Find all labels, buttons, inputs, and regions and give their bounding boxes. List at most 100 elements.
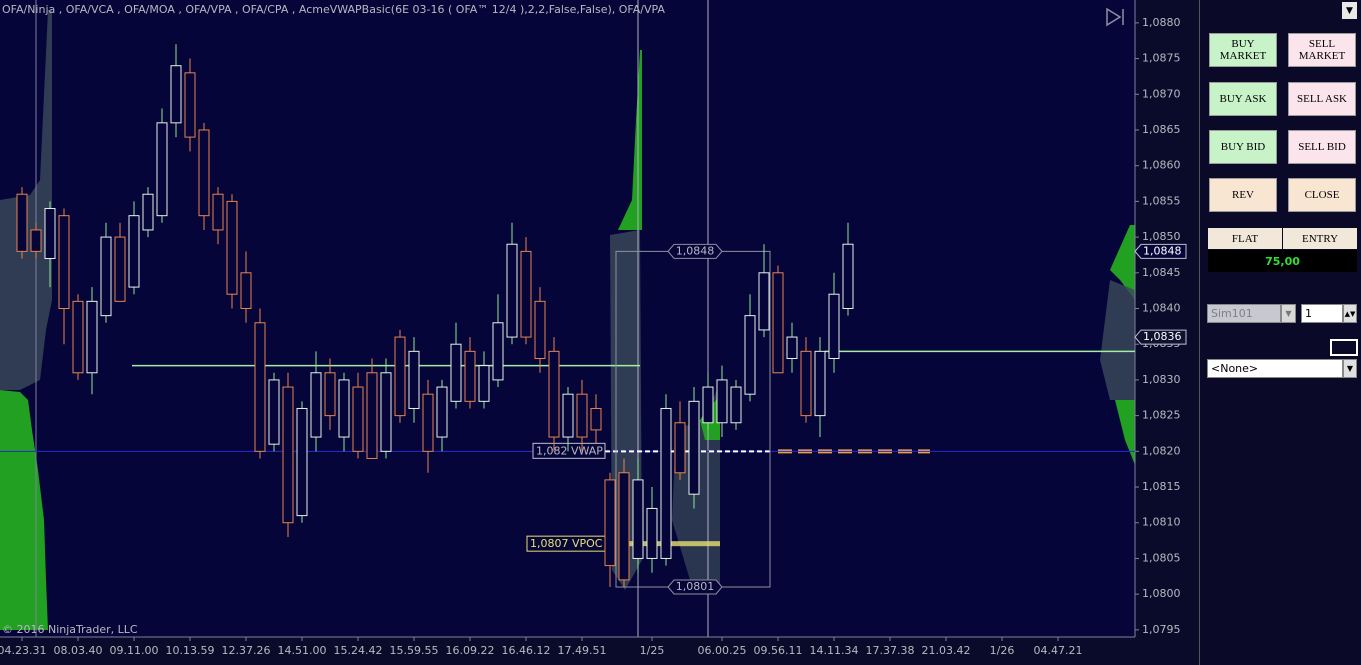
buy-bid-button[interactable]: BUY BID xyxy=(1209,130,1277,164)
range-label-box xyxy=(667,579,723,595)
candle-body xyxy=(72,300,84,374)
candle-body xyxy=(128,215,140,288)
strategy-select[interactable]: <None> xyxy=(1207,359,1343,378)
candle-body xyxy=(562,393,574,438)
candle-body xyxy=(758,272,770,331)
x-tick-label: 1/25 xyxy=(640,644,665,657)
candle-body xyxy=(380,372,392,452)
price-marker-label: 1,0848 xyxy=(1143,244,1182,257)
y-tick-label: 1,0810 xyxy=(1142,516,1181,529)
account-select[interactable]: Sim101 xyxy=(1207,304,1281,323)
candle-body xyxy=(828,293,840,359)
sell-ask-button[interactable]: SELL ASK xyxy=(1288,82,1356,116)
candle-body xyxy=(450,343,462,402)
y-tick-label: 1,0860 xyxy=(1142,159,1181,172)
x-tick-label: 16.46.12 xyxy=(502,644,551,657)
candle-body xyxy=(716,379,728,424)
candle-body xyxy=(44,208,56,260)
candle-body xyxy=(408,350,420,409)
range-label: 1,0848 xyxy=(676,244,715,257)
y-tick-label: 1,0875 xyxy=(1142,52,1181,65)
range-label-box xyxy=(667,243,723,259)
candle-body xyxy=(632,479,644,559)
candle-body xyxy=(618,472,630,581)
order-panel: ▼ BUY MARKET SELL MARKET BUY ASK SELL AS… xyxy=(1199,0,1361,665)
candle-body xyxy=(184,72,196,138)
chart: OFA/Ninja , OFA/VCA , OFA/MOA , OFA/VPA … xyxy=(0,0,1187,657)
x-tick-label: 04.23.31 xyxy=(0,644,46,657)
candle-body xyxy=(646,507,658,559)
y-tick-label: 1,0815 xyxy=(1142,480,1181,493)
x-tick-label: 15.24.42 xyxy=(334,644,383,657)
y-tick-label: 1,0840 xyxy=(1142,302,1181,315)
account-dropdown[interactable]: ▼ xyxy=(1281,304,1296,323)
y-tick-label: 1,0850 xyxy=(1142,230,1181,243)
candle-body xyxy=(240,272,252,310)
x-tick-label: 09.11.00 xyxy=(110,644,159,657)
toggle-box[interactable] xyxy=(1330,339,1358,356)
chart-layer: 1,0795 1,0800 1,0805 1,0810 1,0815 1,0820 1,08… xyxy=(0,16,1187,657)
y-tick-label: 1,0830 xyxy=(1142,373,1181,386)
x-tick-label: 14.11.34 xyxy=(810,644,859,657)
sell-market-button[interactable]: SELL MARKET xyxy=(1288,33,1356,67)
vwap-label-box xyxy=(532,442,606,459)
candle-body xyxy=(142,193,154,231)
candle-body xyxy=(198,129,210,217)
x-tick-label: 09.56.11 xyxy=(754,644,803,657)
candle-body xyxy=(800,350,812,417)
candle-body xyxy=(842,243,854,310)
y-tick-label: 1,0800 xyxy=(1142,587,1181,600)
x-tick-label: 04.47.21 xyxy=(1034,644,1083,657)
candle-body xyxy=(814,350,826,417)
candle-body xyxy=(506,243,518,338)
candle-body xyxy=(30,229,42,252)
buy-market-button[interactable]: BUY MARKET xyxy=(1209,33,1277,67)
position-status: FLAT xyxy=(1208,228,1282,249)
candle-body xyxy=(730,386,742,424)
candle-body xyxy=(352,386,364,452)
candle-body xyxy=(772,272,784,374)
candle-body xyxy=(590,407,602,431)
strategy-dropdown[interactable]: ▼ xyxy=(1343,359,1357,378)
candle-body xyxy=(16,193,28,252)
price-marker xyxy=(1134,243,1187,259)
close-button[interactable]: CLOSE xyxy=(1288,178,1356,212)
candle-body xyxy=(576,393,588,438)
vpoc-label: 1,0807 VPOC xyxy=(530,537,603,550)
candle-body xyxy=(156,122,168,217)
sell-bid-button[interactable]: SELL BID xyxy=(1288,130,1356,164)
price-marker-label: 1,0836 xyxy=(1143,330,1182,343)
candle-body xyxy=(282,386,294,524)
candle-body xyxy=(212,193,224,231)
candle-body xyxy=(58,215,70,310)
candle-body xyxy=(366,372,378,459)
x-tick-label: 21.03.42 xyxy=(922,644,971,657)
candle-body xyxy=(100,236,112,317)
x-tick-label: 16.09.22 xyxy=(446,644,495,657)
volume-profile xyxy=(618,50,642,230)
y-tick-label: 1,0865 xyxy=(1142,123,1181,136)
y-tick-label: 1,0880 xyxy=(1142,16,1181,29)
y-tick-label: 1,0870 xyxy=(1142,87,1181,100)
x-tick-label: 08.03.40 xyxy=(54,644,103,657)
candle-body xyxy=(338,379,350,438)
chart-title: OFA/Ninja , OFA/VCA , OFA/MOA , OFA/VPA … xyxy=(2,3,665,16)
x-tick-label: 15.59.55 xyxy=(390,644,439,657)
candle-body xyxy=(478,365,490,402)
candle-body xyxy=(464,350,476,402)
quantity-input[interactable]: 1 xyxy=(1301,304,1343,323)
pnl: 75,00 xyxy=(1208,250,1357,272)
x-tick-label: 06.00.25 xyxy=(698,644,747,657)
quantity-spinner[interactable]: ▲▼ xyxy=(1343,304,1357,323)
buy-ask-button[interactable]: BUY ASK xyxy=(1209,82,1277,116)
play-icon[interactable] xyxy=(1106,7,1124,27)
candle-body xyxy=(226,200,238,295)
collapse-button[interactable]: ▼ xyxy=(1342,2,1357,19)
reverse-button[interactable]: REV xyxy=(1209,178,1277,212)
x-tick-label: 14.51.00 xyxy=(278,644,327,657)
candle-body xyxy=(702,386,714,424)
candle-body xyxy=(660,407,672,559)
candle-body xyxy=(394,336,406,417)
volume-profile xyxy=(1110,225,1135,300)
